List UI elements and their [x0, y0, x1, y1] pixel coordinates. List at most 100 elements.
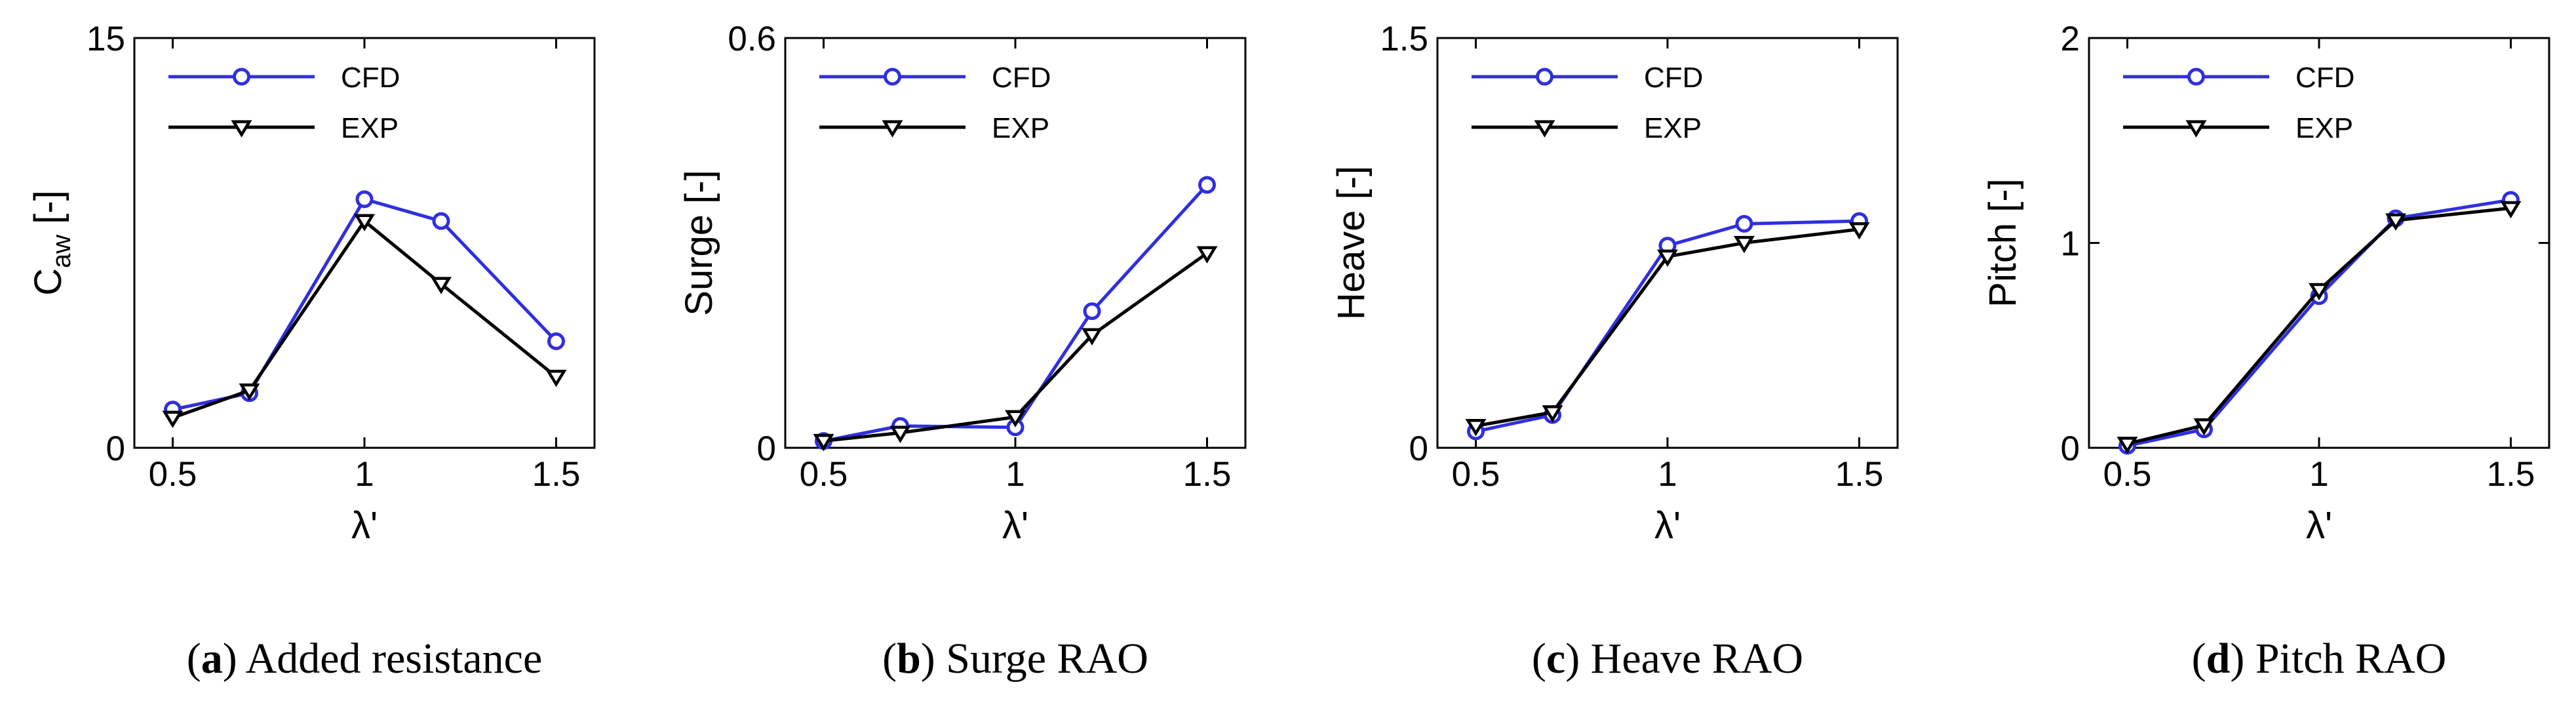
- caption-close-paren: ): [2230, 635, 2255, 683]
- data-point-exp: [1196, 246, 1218, 264]
- legend: CFD EXP: [819, 62, 1051, 144]
- y-tick-label: 0: [1409, 429, 1428, 468]
- caption-text: Heave RAO: [1591, 635, 1803, 683]
- data-point-cfd: [1198, 176, 1216, 194]
- series-cfd: [815, 176, 1216, 450]
- data-point-exp: [1657, 249, 1678, 268]
- caption-letter: d: [2206, 635, 2231, 683]
- series-line-cfd: [823, 184, 1209, 443]
- chart-panel-a: 0.5 1 1.5 0 15 λ' Caw [-] CFD EXP (a) Added resis…: [27, 20, 596, 683]
- x-tick-label: 1: [355, 455, 374, 494]
- legend-marker-exp: [882, 120, 903, 138]
- series-exp: [162, 214, 567, 428]
- series-exp: [2117, 201, 2522, 454]
- caption-letter: b: [897, 635, 921, 683]
- series-line-exp: [172, 218, 558, 420]
- plot-frame: [784, 37, 1247, 449]
- data-point-exp: [1734, 235, 1755, 254]
- series-exp: [813, 246, 1218, 452]
- caption-open-paren: (: [1532, 635, 1546, 683]
- caption-text: Surge RAO: [946, 635, 1148, 683]
- data-point-exp: [239, 383, 260, 401]
- y-axis-label-subscript: aw: [47, 235, 76, 268]
- data-point-cfd: [432, 212, 450, 230]
- x-axis-label: λ': [2306, 504, 2332, 547]
- caption-open-paren: (: [2192, 635, 2206, 683]
- data-point-exp: [545, 370, 567, 387]
- y-axis-label-main: Heave [-]: [1330, 166, 1373, 320]
- x-tick-label: 1.5: [1183, 455, 1232, 494]
- y-axis-label-unit: [-]: [27, 190, 69, 235]
- data-point-exp: [2309, 283, 2330, 301]
- x-tick-label: 0.5: [2103, 455, 2152, 494]
- legend-label-exp: EXP: [1644, 112, 1702, 144]
- y-tick-label: 0: [2061, 429, 2080, 468]
- x-tick-label: 1: [1005, 455, 1025, 494]
- data-point-cfd: [1083, 302, 1101, 321]
- series-cfd: [2118, 191, 2520, 455]
- panel-caption: (c) Heave RAO: [1532, 635, 1803, 683]
- data-point-exp: [2500, 201, 2522, 219]
- data-point-exp: [2193, 418, 2215, 436]
- data-point-cfd: [355, 190, 374, 208]
- data-point-exp: [813, 433, 834, 452]
- data-point-cfd: [1735, 214, 1753, 233]
- panel-caption: (d) Pitch RAO: [2192, 635, 2447, 683]
- legend-label-cfd: CFD: [341, 62, 400, 94]
- chart-panel-c: 0.5 1 1.5 0 1.5 λ' Heave [-] CFD EXP (c) Heave RA…: [1330, 20, 1899, 683]
- x-tick-label: 0.5: [1452, 455, 1500, 494]
- legend-marker-exp: [1534, 120, 1555, 138]
- legend: CFD EXP: [1472, 62, 1703, 144]
- y-tick-label: 1.5: [1380, 20, 1428, 58]
- y-tick-label: 0.6: [728, 20, 776, 58]
- legend-label-exp: EXP: [2295, 112, 2353, 144]
- x-tick-label: 1.5: [1835, 455, 1884, 494]
- data-point-exp: [889, 426, 911, 443]
- caption-letter: a: [201, 635, 223, 683]
- data-point-exp: [1465, 419, 1487, 437]
- legend-marker-cfd: [233, 68, 250, 86]
- x-tick-label: 0.5: [149, 455, 197, 494]
- data-point-exp: [1005, 410, 1026, 427]
- x-tick-label: 1: [2309, 455, 2328, 494]
- x-axis-label: λ': [351, 504, 378, 547]
- legend-label-cfd: CFD: [1644, 62, 1703, 94]
- data-point-exp: [1082, 328, 1103, 346]
- series-line-cfd: [2126, 198, 2511, 448]
- y-axis-label: Pitch [-]: [1981, 178, 2024, 307]
- legend-marker-cfd: [2187, 68, 2205, 86]
- data-point-cfd: [547, 332, 565, 350]
- caption-letter: c: [1546, 635, 1565, 683]
- legend-marker-exp: [231, 120, 252, 138]
- data-point-exp: [1542, 405, 1563, 423]
- y-axis-label: Heave [-]: [1330, 166, 1373, 320]
- y-axis-label: Caw [-]: [27, 190, 76, 296]
- data-point-exp: [2385, 213, 2406, 231]
- panel-caption: (b) Surge RAO: [882, 635, 1148, 683]
- x-tick-label: 1: [1658, 455, 1677, 494]
- data-point-exp: [431, 277, 452, 294]
- chart-panel-b: 0.5 1 1.5 0 0.6 λ' Surge [-] CFD EXP (b) Surge RA…: [678, 20, 1247, 683]
- x-tick-label: 0.5: [800, 455, 848, 494]
- legend-marker-exp: [2185, 120, 2207, 138]
- data-point-exp: [354, 214, 375, 231]
- chart-panel-d: 0.5 1 1.5 0 1 2 λ' Pitch [-] CFD EXP (d) Pitch RAO: [1981, 20, 2550, 683]
- series-line-exp: [2126, 206, 2511, 446]
- caption-text: Pitch RAO: [2255, 635, 2447, 683]
- legend-label-exp: EXP: [992, 112, 1049, 144]
- series-cfd: [1467, 212, 1868, 441]
- y-tick-label: 1: [2061, 225, 2080, 264]
- legend-label-exp: EXP: [341, 112, 399, 144]
- caption-text: Added resistance: [246, 635, 543, 683]
- y-axis-label-main: Surge [-]: [678, 170, 720, 315]
- legend-marker-cfd: [1536, 68, 1553, 86]
- panel-caption: (a) Added resistance: [187, 635, 542, 683]
- y-tick-label: 0: [757, 429, 776, 468]
- plot-frame: [2088, 37, 2550, 449]
- series-exp: [1465, 222, 1870, 437]
- x-tick-label: 1.5: [532, 455, 581, 494]
- caption-close-paren: ): [223, 635, 246, 683]
- caption-open-paren: (: [187, 635, 201, 683]
- legend-marker-cfd: [884, 68, 901, 86]
